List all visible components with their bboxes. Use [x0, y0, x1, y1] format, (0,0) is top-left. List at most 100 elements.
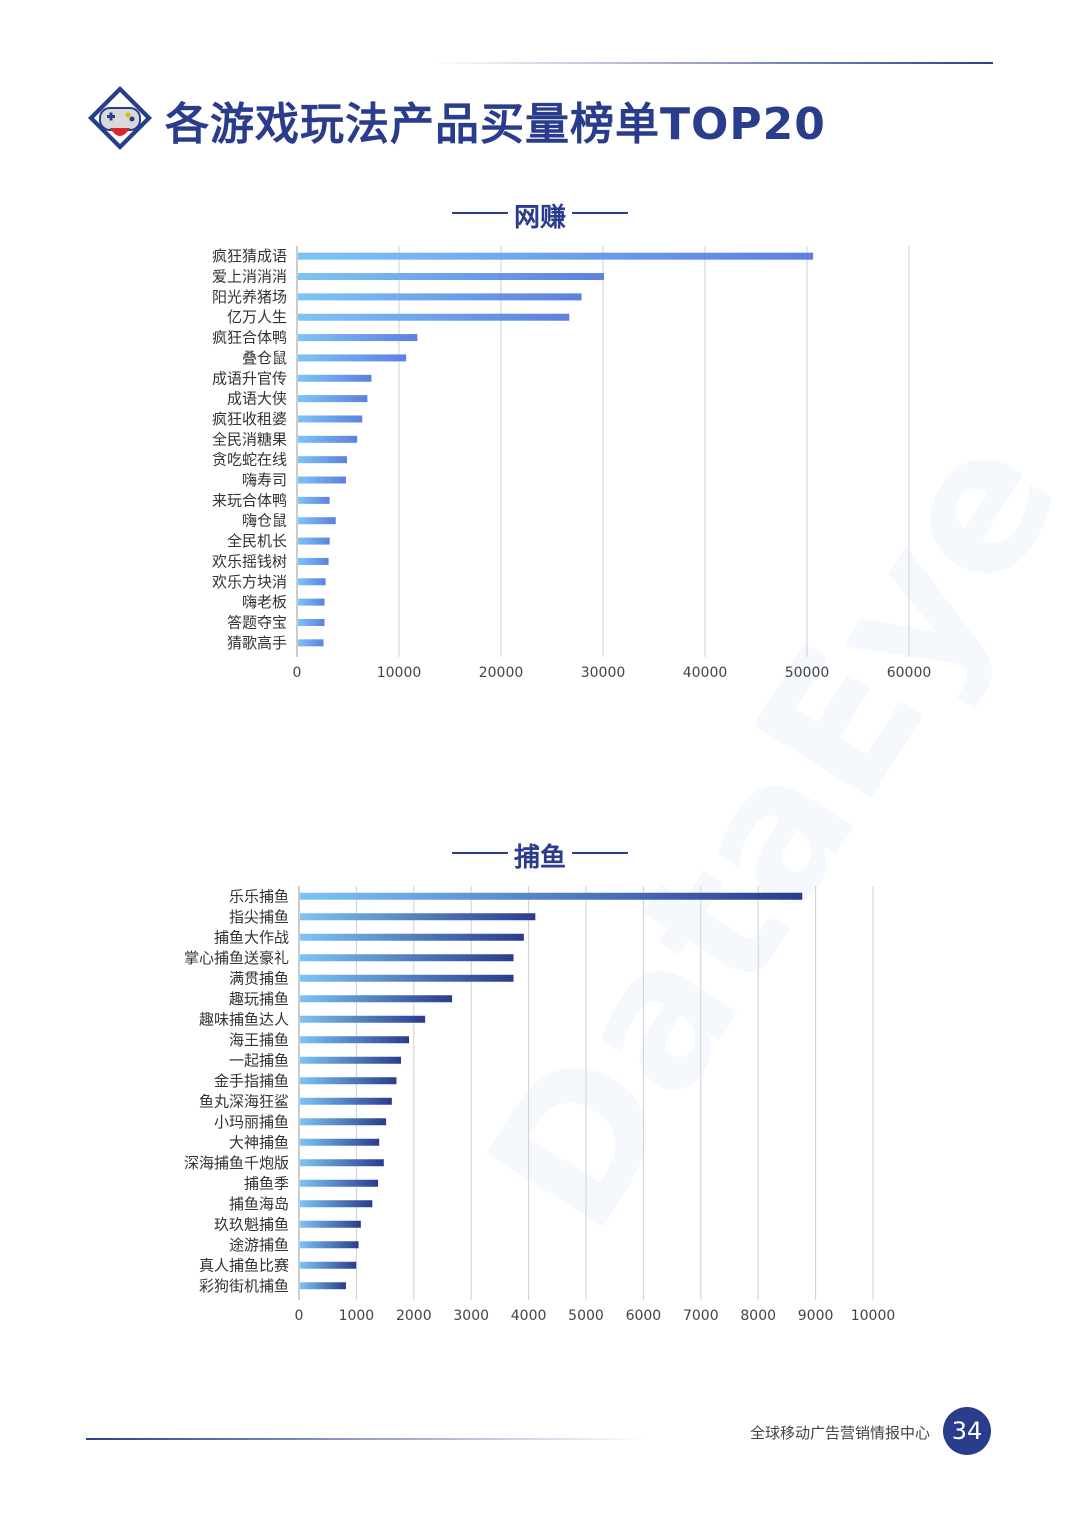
bar [300, 892, 803, 900]
category-label: 成语升官传 [212, 369, 287, 387]
x-tick-label: 7000 [683, 1308, 719, 1324]
category-label: 乐乐捕鱼 [229, 887, 289, 905]
category-label: 一起捕鱼 [229, 1051, 289, 1069]
category-label: 满贯捕鱼 [229, 969, 289, 987]
chart2-title-line-right [572, 852, 628, 854]
bar [300, 1179, 379, 1187]
category-label: 贪吃蛇在线 [212, 451, 287, 469]
category-label: 玖玖魁捕鱼 [214, 1215, 289, 1233]
chart2-title: 捕鱼 [513, 843, 566, 873]
bar [300, 933, 524, 941]
x-tick-label: 1000 [339, 1308, 375, 1324]
category-label: 亿万人生 [227, 308, 287, 326]
bar [300, 974, 514, 982]
category-label: 叠仓鼠 [242, 349, 287, 367]
x-tick-label: 20000 [479, 665, 524, 681]
category-label: 捕鱼大作战 [214, 928, 289, 946]
bar [300, 1159, 384, 1167]
x-tick-label: 4000 [511, 1308, 547, 1324]
x-tick-label: 6000 [626, 1308, 662, 1324]
category-label: 疯狂合体鸭 [212, 329, 287, 347]
top-divider [430, 62, 993, 64]
bar [298, 639, 324, 647]
x-tick-label: 0 [293, 665, 302, 681]
category-label: 海王捕鱼 [229, 1031, 289, 1049]
bar [298, 578, 326, 586]
category-label: 猜歌高手 [227, 634, 287, 652]
category-label: 鱼丸深海狂鲨 [199, 1092, 289, 1110]
bar [300, 1118, 387, 1126]
category-label: 疯狂猜成语 [212, 247, 287, 265]
bar [300, 1282, 346, 1290]
bar [298, 557, 329, 565]
bar [298, 354, 407, 362]
bar [300, 1036, 410, 1044]
bar [300, 1200, 373, 1208]
bar [300, 995, 453, 1003]
chart1-title-line-right [572, 212, 628, 214]
x-tick-label: 30000 [581, 665, 626, 681]
bar [300, 1261, 357, 1269]
bar [298, 598, 325, 606]
bar [298, 456, 347, 464]
x-tick-label: 10000 [851, 1308, 896, 1324]
bar [298, 293, 582, 301]
category-label: 趣玩捕鱼 [229, 990, 289, 1008]
category-label: 阳光养猪场 [212, 288, 287, 306]
category-label: 深海捕鱼千炮版 [184, 1154, 289, 1172]
category-label: 掌心捕鱼送豪礼 [184, 949, 289, 967]
bar [300, 1077, 397, 1085]
footer-divider [86, 1438, 646, 1440]
category-label: 金手指捕鱼 [214, 1072, 289, 1090]
x-tick-label: 0 [295, 1308, 304, 1324]
bar [298, 476, 346, 484]
bar [298, 618, 325, 626]
x-tick-label: 9000 [798, 1308, 834, 1324]
x-tick-label: 8000 [740, 1308, 776, 1324]
page-title: 各游戏玩法产品买量榜单TOP20 [165, 99, 826, 150]
bar [298, 334, 418, 342]
bar [298, 435, 358, 443]
bar [298, 252, 814, 260]
category-label: 疯狂收租婆 [212, 410, 287, 428]
category-label: 全民消糖果 [212, 430, 287, 448]
bar [300, 1056, 402, 1064]
bar [300, 913, 536, 921]
category-label: 途游捕鱼 [229, 1236, 289, 1254]
chart1-title: 网赚 [513, 203, 566, 233]
category-label: 大神捕鱼 [229, 1133, 289, 1151]
category-label: 捕鱼海岛 [229, 1195, 289, 1213]
category-label: 小玛丽捕鱼 [214, 1113, 289, 1131]
page-number-badge: 34 [943, 1407, 991, 1455]
bar [300, 1015, 426, 1023]
bar [300, 1138, 380, 1146]
category-label: 真人捕鱼比赛 [199, 1256, 289, 1274]
bar [298, 415, 363, 423]
category-label: 全民机长 [227, 532, 287, 550]
category-label: 嗨寿司 [242, 471, 287, 489]
chart-buyu: 0 1000 2000 3000 4000 5000 6000 7000 8000 9000 100… [184, 886, 896, 1324]
gamepad-icon [88, 86, 152, 150]
category-label: 欢乐方块消 [212, 573, 287, 591]
category-label: 捕鱼季 [244, 1174, 289, 1192]
category-label: 指尖捕鱼 [229, 908, 289, 926]
x-tick-label: 40000 [683, 665, 728, 681]
x-tick-label: 3000 [453, 1308, 489, 1324]
bar [298, 517, 336, 525]
bar [298, 273, 604, 281]
category-label: 嗨仓鼠 [242, 512, 287, 530]
bar [298, 496, 330, 504]
category-label: 嗨老板 [242, 593, 287, 611]
chart1-title-line-left [452, 212, 508, 214]
x-tick-label: 10000 [377, 665, 422, 681]
bar [298, 395, 368, 403]
category-label: 趣味捕鱼达人 [199, 1010, 289, 1028]
x-tick-label: 2000 [396, 1308, 432, 1324]
x-tick-label: 5000 [568, 1308, 604, 1324]
bar [300, 1220, 361, 1228]
bar [298, 313, 570, 321]
chart2-title-line-left [452, 852, 508, 854]
category-label: 彩狗街机捕鱼 [199, 1277, 289, 1295]
x-tick-label: 60000 [887, 665, 932, 681]
bar [298, 537, 330, 545]
